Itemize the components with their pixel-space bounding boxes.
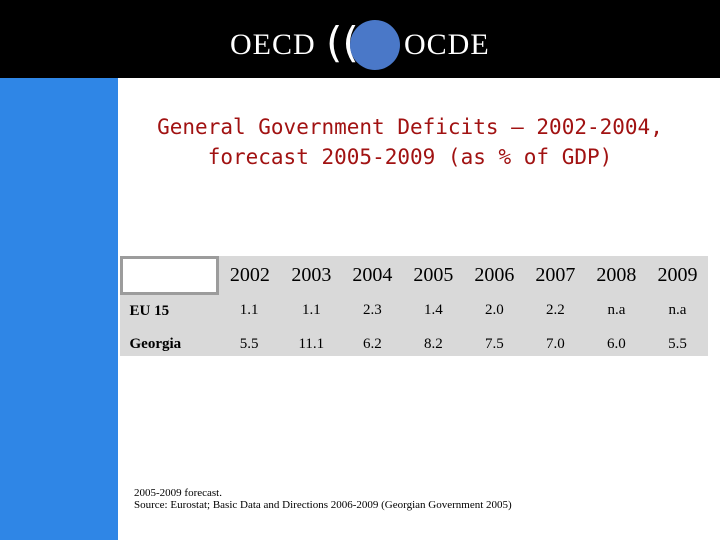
table-cell: 2.2 <box>546 302 565 319</box>
year-header: 2004 <box>352 264 393 286</box>
sidebar-accent <box>0 78 118 540</box>
table-cell: 8.2 <box>423 336 443 352</box>
deficit-table: 2002 2003 2004 2005 2006 2007 2008 2009 … <box>120 256 708 356</box>
source-note: 2005-2009 forecast. Source: Eurostat; Ba… <box>134 487 512 511</box>
year-header: 2007 <box>535 264 576 286</box>
table-cell: n.a <box>668 302 687 319</box>
slide-title-line2: forecast 2005-2009 (as % of GDP) <box>207 145 613 169</box>
year-header: 2002 <box>229 264 270 286</box>
slide-title: General Government Deficits – 2002-2004,… <box>120 112 700 172</box>
table-cell: 7.0 <box>546 336 565 352</box>
table-corner-cell <box>120 256 219 295</box>
header-bar: OECD (( OCDE <box>0 0 720 78</box>
table-cell: 6.0 <box>607 336 626 352</box>
year-header: 2009 <box>657 264 698 286</box>
table-cell: 1.4 <box>423 302 443 319</box>
oecd-logo: OECD (( OCDE <box>0 14 720 70</box>
year-header: 2003 <box>291 264 332 286</box>
table-cell: 2.3 <box>362 302 382 319</box>
slide-title-line1: General Government Deficits – 2002-2004, <box>157 115 663 139</box>
table-cell: 11.1 <box>298 336 325 352</box>
forecast-note: 2005-2009 forecast. <box>134 487 222 499</box>
logo-globe-icon <box>350 20 400 70</box>
table-cell: 2.0 <box>484 302 504 319</box>
table-cell: 5.5 <box>668 336 687 352</box>
year-header: 2008 <box>596 264 637 286</box>
table-cell: 6.2 <box>362 336 382 352</box>
source-citation: Source: Eurostat; Basic Data and Directi… <box>134 499 512 511</box>
table-cell: 7.5 <box>484 336 504 352</box>
table-cell: 1.1 <box>301 302 321 319</box>
table-cell: 5.5 <box>239 336 259 352</box>
row-label: EU 15 <box>129 303 170 319</box>
table-row: Georgia 5.5 11.1 6.2 8.2 7.5 7.0 6.0 5.5 <box>122 328 709 361</box>
table-header-row: 2002 2003 2004 2005 2006 2007 2008 2009 <box>120 256 709 295</box>
logo-text-oecd: OECD <box>230 28 316 61</box>
table-cell: n.a <box>607 302 626 319</box>
logo-text-ocde: OCDE <box>404 28 490 61</box>
table-cell: 1.1 <box>239 302 259 319</box>
year-header: 2005 <box>413 264 454 286</box>
year-header: 2006 <box>474 264 515 286</box>
row-label: Georgia <box>129 336 182 352</box>
table-row: EU 15 1.1 1.1 2.3 1.4 2.0 2.2 n.a n.a <box>122 294 709 329</box>
